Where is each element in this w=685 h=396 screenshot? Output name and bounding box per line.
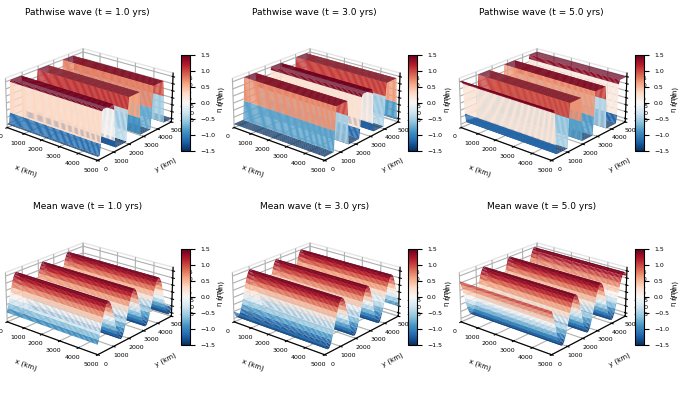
Title: Pathwise wave (t = 1.0 yrs): Pathwise wave (t = 1.0 yrs) [25, 8, 150, 17]
Y-axis label: y (km): y (km) [381, 157, 403, 173]
Title: Pathwise wave (t = 3.0 yrs): Pathwise wave (t = 3.0 yrs) [252, 8, 377, 17]
Y-axis label: η (m): η (m) [216, 93, 223, 112]
Y-axis label: y (km): y (km) [153, 157, 177, 173]
Y-axis label: y (km): y (km) [608, 157, 631, 173]
Y-axis label: y (km): y (km) [381, 351, 403, 367]
X-axis label: x (km): x (km) [14, 358, 38, 372]
Y-axis label: η (m): η (m) [443, 93, 450, 112]
Title: Mean wave (t = 3.0 yrs): Mean wave (t = 3.0 yrs) [260, 202, 369, 211]
Y-axis label: η (m): η (m) [671, 93, 677, 112]
X-axis label: x (km): x (km) [468, 358, 492, 372]
X-axis label: x (km): x (km) [468, 164, 492, 177]
Title: Mean wave (t = 1.0 yrs): Mean wave (t = 1.0 yrs) [33, 202, 142, 211]
Y-axis label: y (km): y (km) [153, 351, 177, 367]
Y-axis label: y (km): y (km) [608, 351, 631, 367]
Y-axis label: η (m): η (m) [443, 287, 450, 307]
Y-axis label: η (m): η (m) [216, 287, 223, 307]
X-axis label: x (km): x (km) [241, 164, 264, 177]
X-axis label: x (km): x (km) [241, 358, 264, 372]
Title: Mean wave (t = 5.0 yrs): Mean wave (t = 5.0 yrs) [487, 202, 596, 211]
Y-axis label: η (m): η (m) [671, 287, 677, 307]
Title: Pathwise wave (t = 5.0 yrs): Pathwise wave (t = 5.0 yrs) [479, 8, 603, 17]
X-axis label: x (km): x (km) [14, 164, 38, 177]
